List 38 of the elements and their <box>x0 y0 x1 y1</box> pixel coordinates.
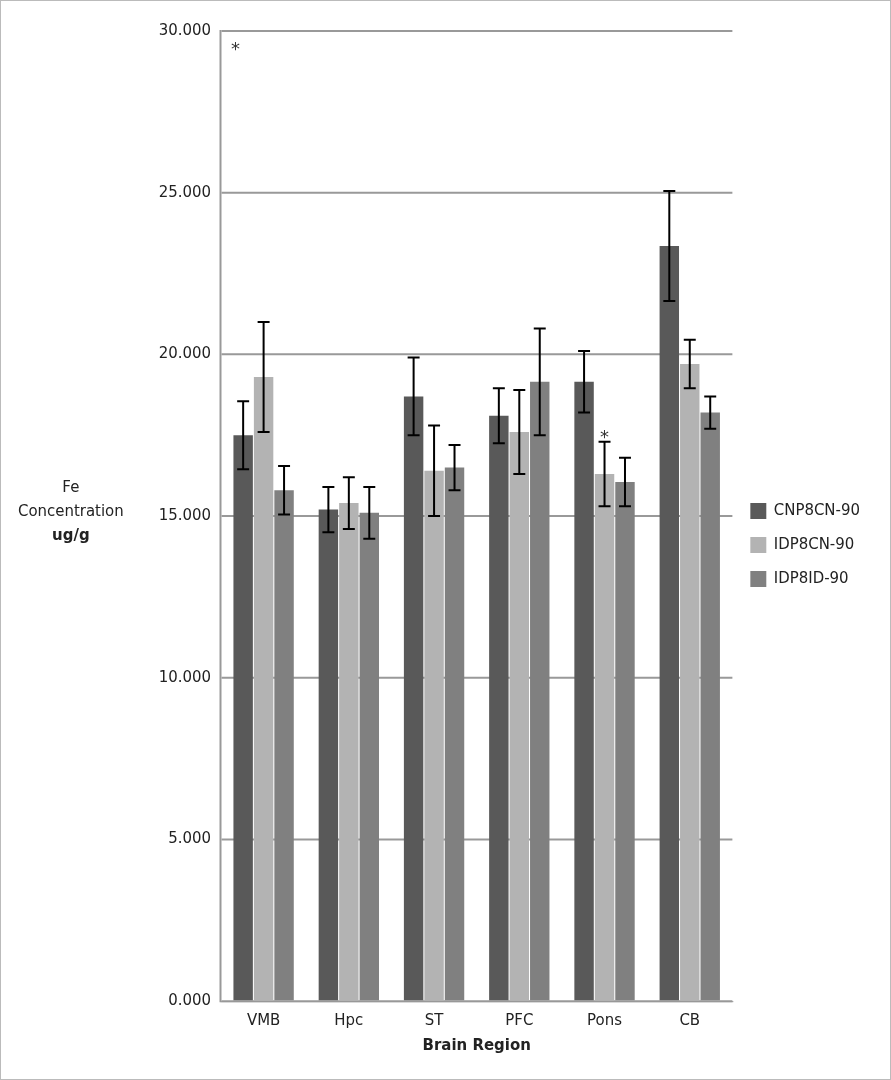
bar <box>403 396 424 1001</box>
legend-label: CNP8CN-90 <box>773 500 860 519</box>
bar <box>424 470 444 1001</box>
bar <box>233 435 253 1001</box>
bar <box>489 415 509 1001</box>
bar <box>680 364 700 1001</box>
bar <box>274 490 294 1001</box>
y-tick-label: 25.000 <box>158 182 212 201</box>
y-tick-label: 0.000 <box>168 991 212 1010</box>
x-axis-title: Brain Region <box>422 1035 531 1054</box>
bar <box>659 246 680 1001</box>
bar <box>339 503 359 1001</box>
bar <box>509 431 530 1001</box>
y-axis-title: Fe Concentration ug/g <box>17 478 124 544</box>
y-tick-label: 10.000 <box>158 667 212 686</box>
annotation: * <box>600 426 610 448</box>
x-tick-label: Pons <box>587 1010 623 1029</box>
x-tick-label: Hpc <box>334 1010 364 1029</box>
bar <box>253 376 274 1001</box>
bar <box>444 467 465 1001</box>
bar <box>615 482 635 1001</box>
y-tick-label: 15.000 <box>158 505 212 524</box>
y-tick-label: 5.000 <box>168 829 212 848</box>
bar <box>530 381 550 1001</box>
bar <box>700 412 720 1001</box>
x-tick-label: PFC <box>505 1010 534 1029</box>
x-tick-label: ST <box>424 1010 445 1029</box>
bar <box>359 512 380 1001</box>
bar <box>318 509 339 1001</box>
bar <box>574 381 594 1001</box>
bar <box>594 474 615 1001</box>
x-tick-label: CB <box>679 1010 701 1029</box>
legend-label: IDP8CN-90 <box>773 534 855 553</box>
y-tick-label: 20.000 <box>158 344 212 363</box>
y-tick-label: 30.000 <box>158 20 212 39</box>
x-tick-label: VMB <box>246 1010 281 1029</box>
annotation: * <box>230 37 240 59</box>
legend-label: IDP8ID-90 <box>773 568 849 587</box>
